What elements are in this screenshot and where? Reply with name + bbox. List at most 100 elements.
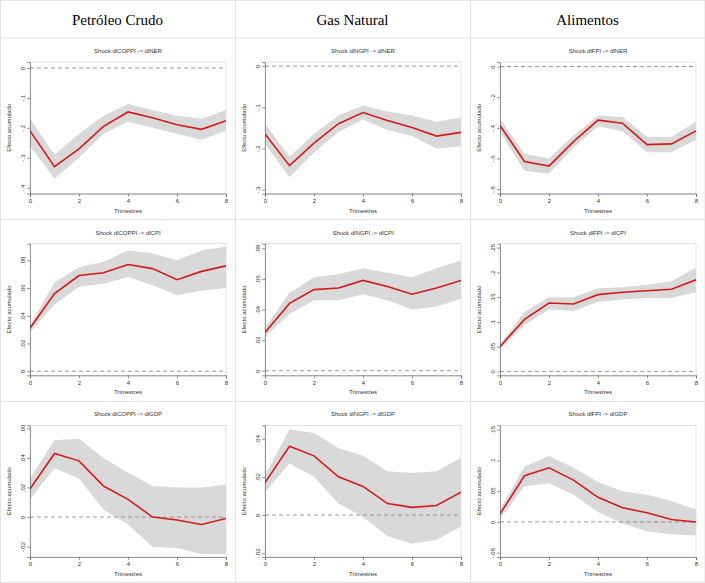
- x-axis: 02468: [499, 194, 699, 204]
- y-tick-mark: [497, 97, 500, 98]
- y-tick: .25: [490, 243, 500, 252]
- y-tick: -.3: [255, 186, 265, 194]
- y-tick: .06: [255, 275, 265, 284]
- y-tick: .15: [490, 425, 500, 434]
- x-tick-mark: [128, 557, 129, 560]
- y-tick-label: .1: [490, 319, 496, 325]
- panel-title: Shock dlNGPI -> dlGDP: [331, 411, 395, 417]
- x-axis: 02468: [29, 375, 229, 385]
- y-tick-mark: [262, 248, 265, 249]
- x-axis-line: [266, 558, 462, 561]
- cell-border: [470, 0, 471, 583]
- y-tick-mark: [262, 107, 265, 108]
- panel: 024680.02.04.06.08Shock dlCOPPI -> dlCPI…: [6, 230, 229, 396]
- y-tick-mark: [497, 272, 500, 273]
- cell-border: [0, 38, 705, 39]
- x-tick: 2: [78, 194, 82, 204]
- x-tick-label: 2: [313, 380, 317, 386]
- response-line: [30, 112, 226, 167]
- column-header: Alimentos: [556, 12, 619, 28]
- cell-border: [0, 582, 705, 583]
- x-tick-mark: [177, 375, 178, 378]
- panel-title: Shock dlFPI -> dlCPI: [570, 230, 626, 236]
- y-tick-mark: [497, 158, 500, 159]
- x-tick-mark: [363, 375, 364, 378]
- y-tick-mark: [262, 190, 265, 191]
- y-tick: .08: [255, 244, 265, 253]
- x-tick-mark: [314, 194, 315, 197]
- x-axis-title: Trimestres: [114, 208, 142, 214]
- y-tick: 0: [20, 515, 30, 519]
- x-tick-mark: [79, 557, 80, 560]
- y-tick-label: .06: [20, 284, 26, 293]
- x-tick-label: 0: [264, 561, 268, 567]
- y-tick: 0: [255, 369, 265, 373]
- y-tick-mark: [497, 248, 500, 249]
- y-tick-label: -.2: [255, 145, 261, 153]
- confidence-band: [265, 106, 461, 178]
- x-tick: 6: [176, 557, 180, 567]
- x-axis-line: [501, 558, 697, 561]
- plot-area: [265, 429, 461, 543]
- y-tick-label: .2: [490, 270, 496, 276]
- x-tick: 8: [225, 194, 229, 204]
- y-axis-title: Efecto acumulado: [241, 466, 247, 515]
- y-axis-title: Efecto acumulado: [476, 103, 482, 152]
- x-tick: 2: [313, 375, 317, 385]
- y-axis-line: [262, 63, 266, 195]
- y-tick-label: .05: [490, 487, 496, 496]
- x-tick-mark: [226, 557, 227, 560]
- x-axis-line: [501, 376, 697, 379]
- x-tick-mark: [128, 194, 129, 197]
- y-tick-label: .02: [255, 336, 261, 345]
- y-tick-mark: [262, 310, 265, 311]
- y-axis-line: [497, 63, 501, 195]
- y-axis-title: Efecto acumulado: [6, 103, 12, 152]
- confidence-band: [30, 104, 226, 179]
- y-tick-label: .08: [255, 244, 261, 253]
- x-tick-mark: [177, 194, 178, 197]
- confidence-band: [265, 429, 461, 543]
- x-tick-label: 8: [225, 561, 229, 567]
- x-tick-label: 8: [225, 198, 229, 204]
- y-tick-label: -.2: [20, 124, 26, 132]
- confidence-band: [500, 116, 696, 174]
- x-tick-label: 4: [362, 198, 366, 204]
- x-axis-title: Trimestres: [114, 571, 142, 577]
- y-axis-line: [262, 244, 266, 376]
- y-tick: .15: [490, 293, 500, 302]
- y-tick: -.1: [20, 94, 30, 102]
- x-tick: 0: [29, 194, 33, 204]
- x-tick-label: 6: [411, 198, 415, 204]
- x-tick-mark: [412, 194, 413, 197]
- y-tick-label: -.2: [490, 94, 496, 102]
- column-header: Gas Natural: [316, 12, 388, 28]
- reference-line: [30, 371, 226, 372]
- y-axis: 0.02.04.06.08: [20, 244, 31, 376]
- x-tick: 6: [176, 375, 180, 385]
- x-tick-label: 8: [460, 380, 464, 386]
- y-tick-label: .25: [490, 243, 496, 252]
- x-tick-label: 0: [499, 561, 503, 567]
- x-tick: 0: [264, 375, 268, 385]
- plot-area: [500, 267, 696, 371]
- y-axis-title: Efecto acumulado: [241, 103, 247, 152]
- x-tick-label: 2: [313, 198, 317, 204]
- x-tick-label: 4: [362, 380, 366, 386]
- x-tick: 4: [362, 194, 366, 204]
- y-tick-label: 0: [20, 515, 26, 519]
- y-tick-mark: [262, 439, 265, 440]
- y-tick: -.2: [255, 145, 265, 153]
- x-tick-mark: [549, 194, 550, 197]
- confidence-band: [30, 439, 226, 554]
- y-tick-label: -.3: [20, 154, 26, 162]
- x-axis-line: [31, 194, 227, 197]
- cell-border: [0, 401, 705, 402]
- plot-area: [265, 261, 461, 371]
- y-tick-label: .06: [20, 424, 26, 433]
- x-tick-label: 4: [597, 561, 601, 567]
- x-tick: 6: [411, 194, 415, 204]
- y-tick-mark: [27, 371, 30, 372]
- y-tick-label: -.6: [490, 155, 496, 163]
- x-tick-label: 4: [362, 561, 366, 567]
